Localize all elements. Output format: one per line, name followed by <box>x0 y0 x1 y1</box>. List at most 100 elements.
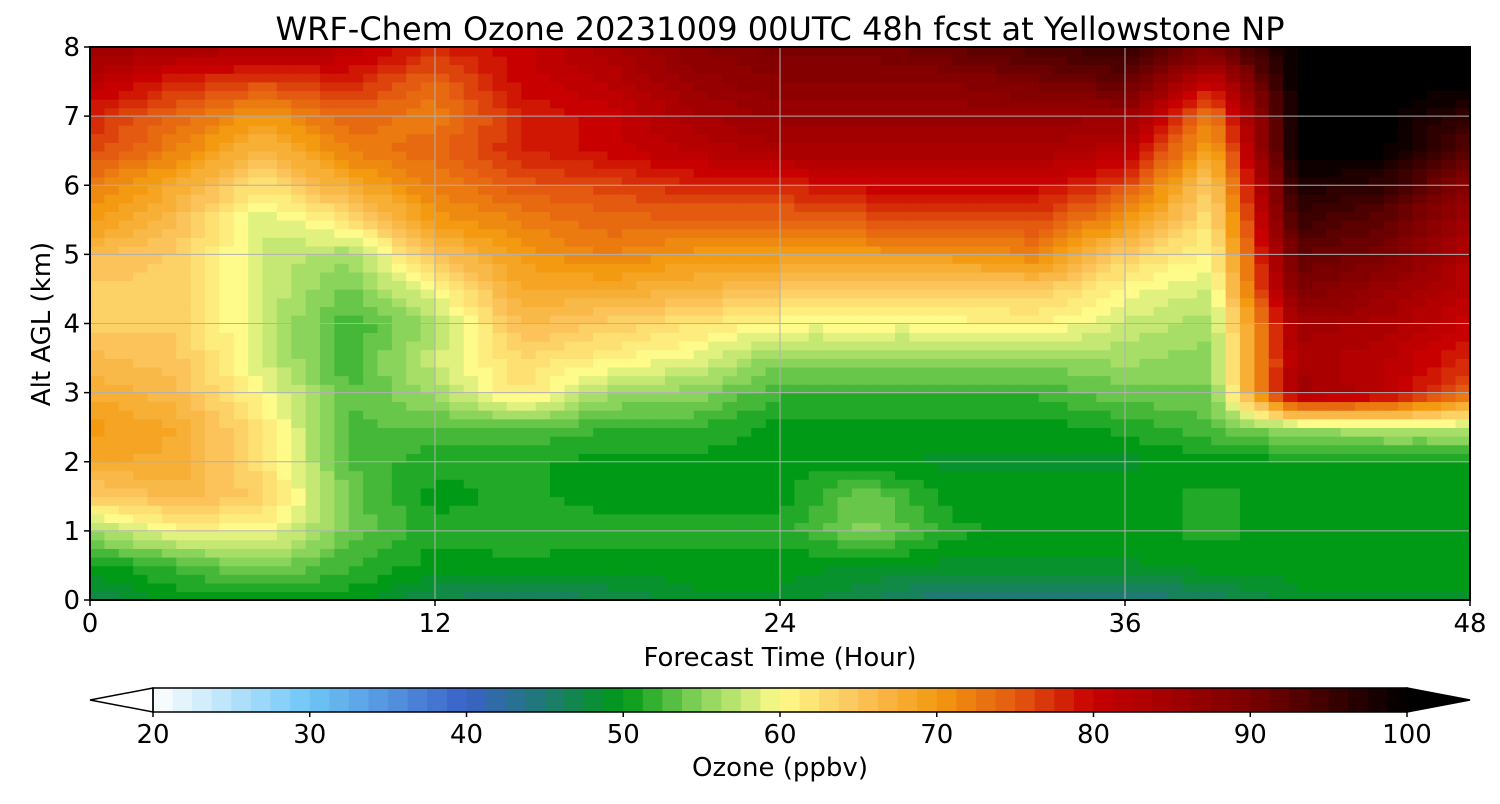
heatmap-cell <box>1038 185 1054 195</box>
heatmap-cell <box>1010 202 1026 212</box>
heatmap-cell <box>1240 582 1256 593</box>
heatmap-cell <box>751 228 767 238</box>
heatmap-cell <box>909 211 925 221</box>
heatmap-cell <box>262 245 278 256</box>
heatmap-cell <box>478 461 494 472</box>
heatmap-cell <box>1426 522 1443 532</box>
heatmap-cell <box>377 306 393 316</box>
heatmap-cell <box>420 176 436 187</box>
heatmap-cell <box>1196 323 1213 333</box>
heatmap-cell <box>118 574 134 584</box>
heatmap-cell <box>248 237 264 247</box>
heatmap-cell <box>1297 280 1313 290</box>
heatmap-cell <box>981 401 997 411</box>
heatmap-cell <box>808 453 824 463</box>
heatmap-cell <box>1441 193 1457 204</box>
heatmap-cell <box>1369 504 1385 515</box>
heatmap-cell <box>1355 470 1371 480</box>
heatmap-cell <box>1211 582 1227 593</box>
heatmap-cell <box>478 487 494 498</box>
heatmap-cell <box>233 323 249 333</box>
heatmap-cell <box>1441 470 1457 480</box>
heatmap-cell <box>722 401 738 411</box>
heatmap-cell <box>995 366 1011 377</box>
heatmap-cell <box>463 556 479 567</box>
heatmap-cell <box>995 159 1011 169</box>
heatmap-cell <box>435 228 451 238</box>
heatmap-cell <box>391 461 408 472</box>
heatmap-cell <box>1355 185 1371 195</box>
heatmap-cell <box>1168 288 1184 299</box>
heatmap-cell <box>334 323 350 333</box>
heatmap-cell <box>521 332 537 342</box>
heatmap-cell <box>1067 470 1083 480</box>
heatmap-cell <box>693 340 709 351</box>
heatmap-cell <box>765 392 781 403</box>
heatmap-cell <box>1383 288 1399 299</box>
heatmap-cell <box>952 513 968 524</box>
heatmap-cell <box>1053 470 1069 480</box>
heatmap-cell <box>909 358 925 368</box>
heatmap-cell <box>1441 185 1457 195</box>
heatmap-cell <box>1283 167 1299 178</box>
heatmap-cell <box>205 159 221 169</box>
heatmap-cell <box>578 548 594 558</box>
heatmap-cell <box>262 211 278 221</box>
heatmap-cell <box>348 591 364 600</box>
heatmap-cell <box>334 228 350 238</box>
heatmap-cell <box>665 392 681 403</box>
heatmap-cell <box>1096 530 1112 541</box>
heatmap-cell <box>1053 591 1069 600</box>
heatmap-cell <box>1326 470 1342 480</box>
heatmap-cell <box>578 211 594 221</box>
heatmap-cell <box>593 539 609 549</box>
heatmap-cell <box>1254 487 1270 498</box>
heatmap-cell <box>780 401 796 411</box>
heatmap-cell <box>808 444 824 454</box>
heatmap-cell <box>147 237 163 247</box>
heatmap-cell <box>1369 556 1385 567</box>
heatmap-cell <box>435 392 451 403</box>
heatmap-cell <box>938 245 954 256</box>
heatmap-cell <box>995 245 1011 256</box>
heatmap-cell <box>1311 582 1328 593</box>
heatmap-cell <box>1455 280 1470 290</box>
heatmap-cell <box>851 427 868 437</box>
heatmap-cell <box>909 470 925 480</box>
heatmap-cell <box>823 565 839 575</box>
heatmap-cell <box>923 211 939 221</box>
heatmap-cell <box>1153 461 1169 472</box>
heatmap-cell <box>1398 358 1414 368</box>
heatmap-cell <box>104 254 120 264</box>
heatmap-cell <box>1096 479 1112 489</box>
heatmap-cell <box>1168 237 1184 247</box>
heatmap-cell <box>219 574 235 584</box>
heatmap-cell <box>550 444 566 454</box>
heatmap-cell <box>1340 271 1356 282</box>
heatmap-cell <box>1254 306 1270 316</box>
heatmap-cell <box>794 427 810 437</box>
heatmap-cell <box>133 142 149 152</box>
heatmap-cell <box>521 271 537 282</box>
heatmap-cell <box>938 496 954 506</box>
heatmap-cell <box>1326 392 1342 403</box>
heatmap-cell <box>391 409 408 420</box>
heatmap-cell <box>650 306 666 316</box>
heatmap-cell <box>880 418 896 428</box>
heatmap-cell <box>104 349 120 359</box>
heatmap-cell <box>535 288 551 299</box>
heatmap-cell <box>1311 176 1328 187</box>
heatmap-cell <box>1024 470 1040 480</box>
heatmap-cell <box>550 504 566 515</box>
heatmap-cell <box>593 288 609 299</box>
heatmap-cell <box>665 323 681 333</box>
heatmap-cell <box>722 479 738 489</box>
heatmap-cell <box>205 565 221 575</box>
heatmap-cell <box>1211 418 1227 428</box>
heatmap-cell <box>1369 383 1385 394</box>
heatmap-cell <box>880 202 896 212</box>
heatmap-cell <box>233 392 249 403</box>
heatmap-cell <box>233 306 249 316</box>
heatmap-cell <box>535 470 551 480</box>
heatmap-cell <box>1283 409 1299 420</box>
